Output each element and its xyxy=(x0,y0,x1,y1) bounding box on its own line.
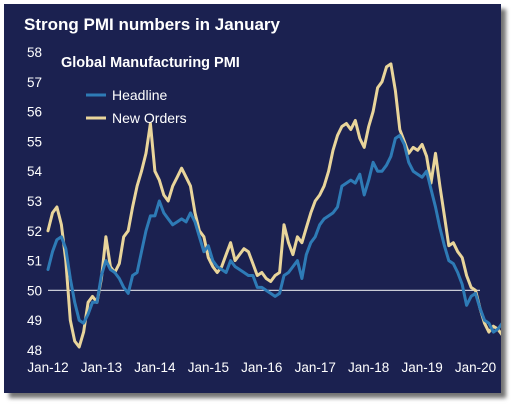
chart-frame: Strong PMI numbers in January Global Man… xyxy=(4,4,501,393)
x-tick-label: Jan-17 xyxy=(295,360,336,375)
series-line-new-orders xyxy=(46,62,501,349)
y-tick-label: 51 xyxy=(27,254,42,269)
series-line-headline xyxy=(46,133,501,334)
x-tick-label: Jan-14 xyxy=(134,360,176,375)
x-tick-label: Jan-13 xyxy=(81,360,122,375)
y-tick-label: 48 xyxy=(27,343,42,358)
y-tick-label: 54 xyxy=(27,164,43,179)
chart-svg: Strong PMI numbers in January Global Man… xyxy=(24,15,501,375)
y-tick-label: 58 xyxy=(27,45,42,60)
x-tick-label: Jan-16 xyxy=(241,360,282,375)
chart-subtitle: Global Manufacturing PMI xyxy=(61,55,240,71)
legend-label-new-orders: New Orders xyxy=(112,110,187,126)
y-tick-label: 55 xyxy=(27,134,42,149)
y-tick-label: 52 xyxy=(27,224,42,239)
x-tick-label: Jan-15 xyxy=(188,360,229,375)
y-tick-label: 53 xyxy=(27,194,42,209)
x-tick-label: Jan-12 xyxy=(27,360,68,375)
x-tick-label: Jan-18 xyxy=(348,360,389,375)
y-tick-label: 57 xyxy=(27,75,42,90)
y-tick-label: 50 xyxy=(27,283,42,298)
legend-label-headline: Headline xyxy=(112,87,167,103)
y-tick-label: 56 xyxy=(27,105,42,120)
x-tick-label: Jan-20 xyxy=(455,360,496,375)
x-tick-label: Jan-19 xyxy=(401,360,442,375)
y-tick-label: 49 xyxy=(27,313,42,328)
chart-title: Strong PMI numbers in January xyxy=(24,15,281,34)
